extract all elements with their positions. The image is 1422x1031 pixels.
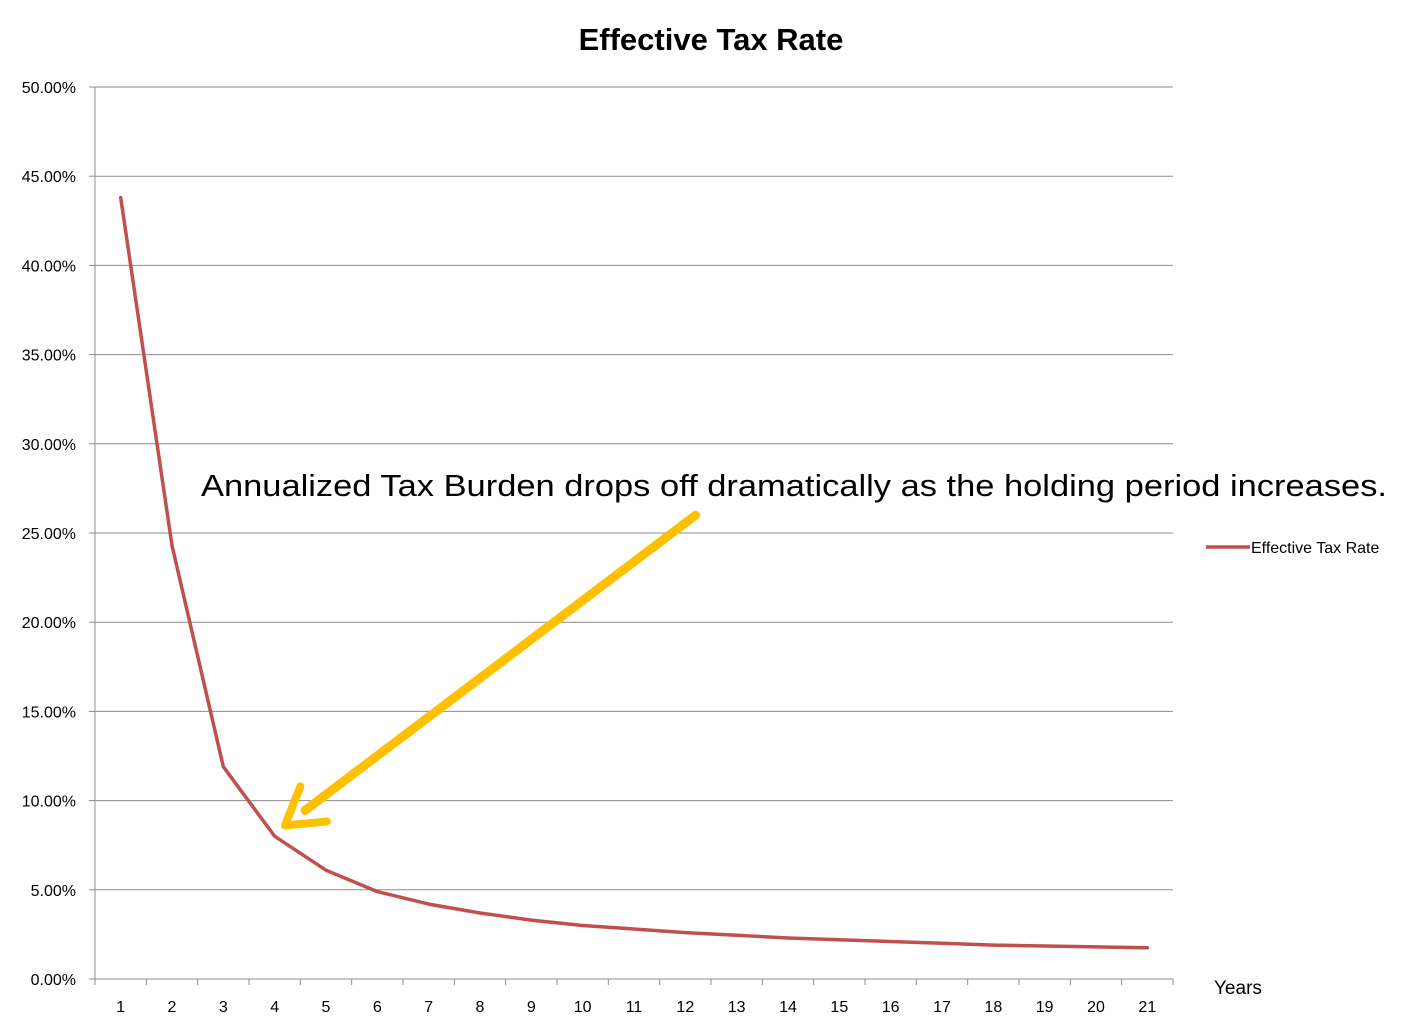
x-tick-label: 12 <box>676 999 694 1016</box>
x-tick-label: 16 <box>882 999 900 1016</box>
y-axis-ticks: 0.00% 5.00% 10.00% 15.00% 20.00% 25.00% 30.00%… <box>22 80 95 989</box>
x-tick-label: 7 <box>424 999 433 1016</box>
x-axis-ticks: 1 2 3 4 5 6 7 8 9 10 11 12 13 14 15 16 17 18 19 20 21 <box>94 979 1174 1016</box>
x-tick-label: 5 <box>322 999 331 1016</box>
y-tick-label: 50.00% <box>22 80 76 97</box>
x-tick-label: 20 <box>1087 999 1105 1016</box>
chart-title: Effective Tax Rate <box>579 22 844 57</box>
x-tick-label: 11 <box>626 999 643 1016</box>
x-tick-label: 3 <box>219 999 228 1016</box>
y-tick-label: 15.00% <box>22 704 76 721</box>
y-tick-label: 0.00% <box>31 972 76 989</box>
legend-label: Effective Tax Rate <box>1251 540 1379 557</box>
annotation: Annualized Tax Burden drops off dramatic… <box>201 468 1387 830</box>
x-tick-label: 6 <box>373 999 382 1016</box>
x-tick-label: 2 <box>168 999 177 1016</box>
y-tick-label: 40.00% <box>22 258 76 275</box>
x-tick-label: 14 <box>779 999 797 1016</box>
legend: Effective Tax Rate <box>1206 540 1379 557</box>
x-tick-label: 18 <box>984 999 1002 1016</box>
x-tick-label: 19 <box>1036 999 1054 1016</box>
annotation-text: Annualized Tax Burden drops off dramatic… <box>201 468 1387 503</box>
x-tick-label: 17 <box>933 999 951 1016</box>
series-line <box>118 195 1150 950</box>
series-group <box>118 195 1150 950</box>
x-tick-label: 21 <box>1138 999 1156 1016</box>
y-tick-label: 35.00% <box>22 348 76 365</box>
arrow-shaft <box>300 510 701 815</box>
x-tick-label: 9 <box>527 999 536 1016</box>
y-tick-label: 25.00% <box>22 526 76 543</box>
x-tick-label: 8 <box>476 999 485 1016</box>
y-tick-label: 5.00% <box>31 883 76 900</box>
x-tick-label: 15 <box>830 999 848 1016</box>
y-tick-label: 45.00% <box>22 169 76 186</box>
gridlines <box>95 86 1173 891</box>
x-tick-label: 13 <box>728 999 746 1016</box>
annotation-arrow <box>280 510 701 830</box>
y-tick-label: 10.00% <box>22 794 76 811</box>
x-tick-label: 1 <box>116 999 125 1016</box>
x-tick-label: 4 <box>270 999 279 1016</box>
y-tick-label: 30.00% <box>22 437 76 454</box>
arrow-head <box>280 782 331 830</box>
y-tick-label: 20.00% <box>22 615 76 632</box>
x-axis-label: Years <box>1214 978 1262 999</box>
x-tick-label: 10 <box>574 999 592 1016</box>
